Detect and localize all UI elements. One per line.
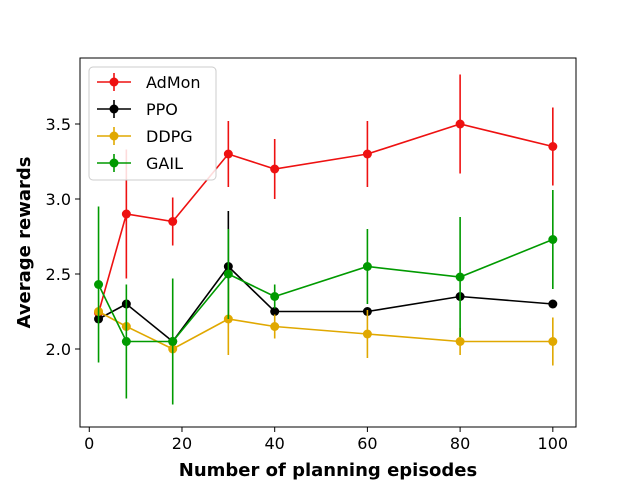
x-axis-ticks: 0 20 40 60 80 100	[84, 427, 568, 453]
series-gail	[94, 190, 558, 405]
data-point	[548, 235, 558, 244]
series-ddpg	[94, 283, 558, 366]
series-line	[98, 310, 553, 350]
data-point	[362, 329, 372, 339]
legend-item-ddpg: DDPG	[97, 127, 193, 146]
series-line	[98, 265, 553, 343]
data-point	[121, 209, 131, 219]
series-line	[97, 123, 553, 314]
data-point	[455, 272, 465, 282]
x-tick-label: 20	[172, 434, 192, 453]
series-layer	[94, 74, 558, 405]
data-point	[548, 142, 558, 151]
data-point	[362, 262, 372, 271]
data-point	[270, 307, 280, 316]
data-point	[548, 299, 558, 309]
data-point	[270, 164, 280, 174]
data-point	[94, 280, 104, 289]
series-admon	[94, 74, 558, 318]
legend-item-admon: AdMon	[97, 73, 201, 92]
y-tick-label: 3.0	[46, 190, 71, 209]
legend: AdMon PPO DDPG GAIL	[88, 66, 217, 181]
legend-label: DDPG	[146, 127, 193, 146]
y-axis-ticks: 2.0 2.5 3.0 3.5	[46, 115, 80, 359]
legend-marker	[109, 104, 119, 114]
x-tick-label: 40	[265, 434, 285, 453]
data-point	[270, 292, 280, 301]
y-tick-label: 3.5	[46, 115, 71, 134]
legend-marker	[109, 158, 119, 168]
legend-label: PPO	[146, 100, 178, 119]
legend-marker	[109, 77, 119, 87]
plot-frame	[79, 57, 577, 428]
x-tick-label: 0	[84, 434, 94, 453]
y-tick-label: 2.5	[46, 265, 71, 284]
legend-item-gail: GAIL	[97, 154, 183, 173]
data-point	[455, 337, 465, 346]
x-tick-label: 80	[450, 434, 470, 453]
x-axis-label: Number of planning episodes	[179, 460, 477, 480]
data-point	[362, 149, 372, 159]
data-point	[270, 322, 280, 331]
data-point	[223, 269, 233, 279]
data-point	[455, 119, 465, 129]
x-tick-label: 100	[538, 434, 569, 453]
series-ppo	[94, 211, 558, 346]
legend-marker	[109, 131, 119, 141]
data-point	[121, 337, 131, 346]
y-tick-label: 2.0	[46, 340, 71, 359]
legend-box	[88, 66, 217, 181]
series-line	[97, 238, 554, 343]
data-point	[548, 337, 558, 346]
data-point	[168, 337, 178, 346]
y-axis-label: Average rewards	[14, 157, 35, 329]
legend-item-ppo: PPO	[97, 100, 178, 119]
legend-label: GAIL	[146, 154, 183, 173]
data-point	[168, 217, 178, 226]
legend-label: AdMon	[146, 73, 201, 92]
x-tick-label: 60	[357, 434, 377, 453]
data-point	[223, 149, 233, 159]
